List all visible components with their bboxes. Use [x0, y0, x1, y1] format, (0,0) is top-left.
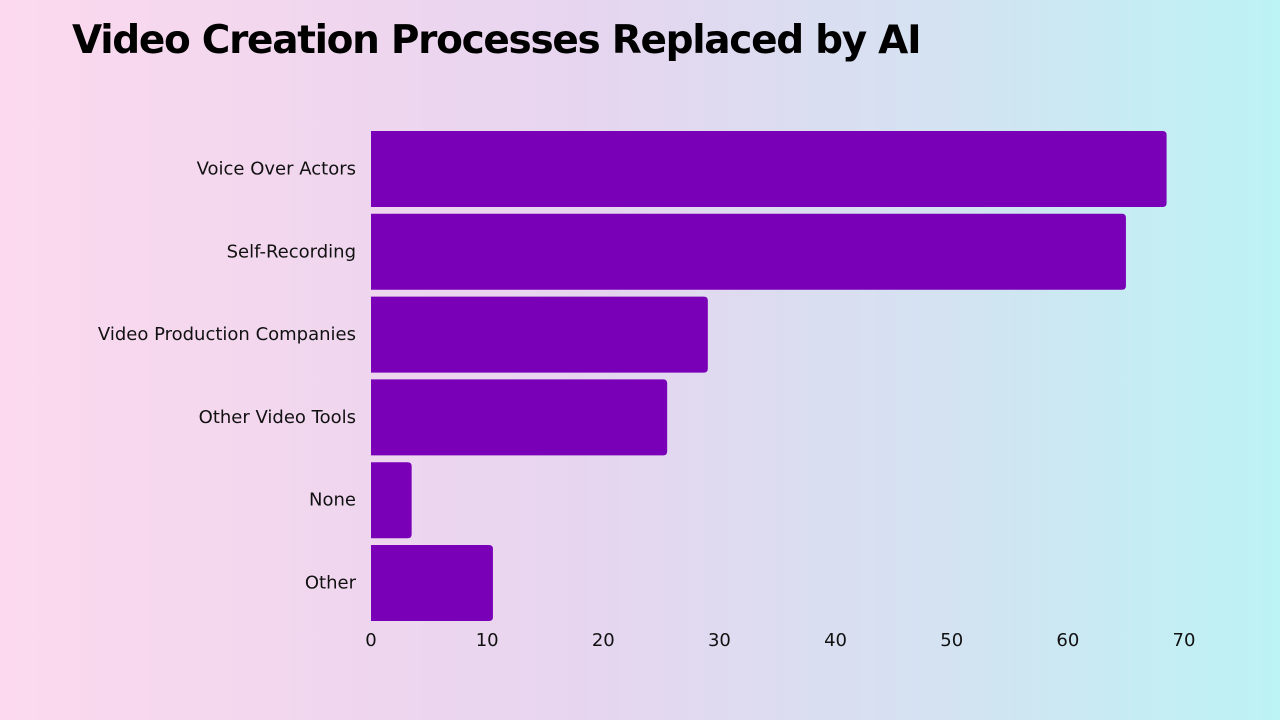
bar-voice-over-actors — [371, 131, 1167, 207]
chart-title: Video Creation Processes Replaced by AI — [72, 18, 922, 63]
x-tick-label-70: 70 — [1173, 630, 1196, 651]
bar-other-video-tools — [371, 379, 668, 456]
bar-other — [371, 545, 493, 621]
category-labels-group: Voice Over Actors Self-Recording Video Pro… — [98, 159, 357, 594]
x-tick-label-50: 50 — [940, 630, 963, 651]
category-label-video-production-companies: Video Production Companies — [98, 324, 356, 345]
bar-video-production-companies — [371, 296, 708, 373]
x-tick-label-60: 60 — [1056, 630, 1079, 651]
category-label-voice-over-actors: Voice Over Actors — [197, 159, 356, 180]
x-tick-label-40: 40 — [824, 630, 847, 651]
category-label-none: None — [309, 490, 356, 511]
bar-none — [371, 462, 412, 539]
x-tick-label-0: 0 — [365, 630, 376, 651]
category-label-other-video-tools: Other Video Tools — [199, 407, 356, 428]
x-axis-ticks-group: 0 10 20 30 40 50 60 70 — [365, 630, 1195, 651]
bar-self-recording — [371, 213, 1126, 290]
x-tick-label-10: 10 — [476, 630, 499, 651]
category-label-self-recording: Self-Recording — [227, 241, 356, 262]
x-tick-label-20: 20 — [592, 630, 615, 651]
bars-group — [371, 131, 1167, 621]
x-tick-label-30: 30 — [708, 630, 731, 651]
category-label-other: Other — [305, 573, 357, 594]
